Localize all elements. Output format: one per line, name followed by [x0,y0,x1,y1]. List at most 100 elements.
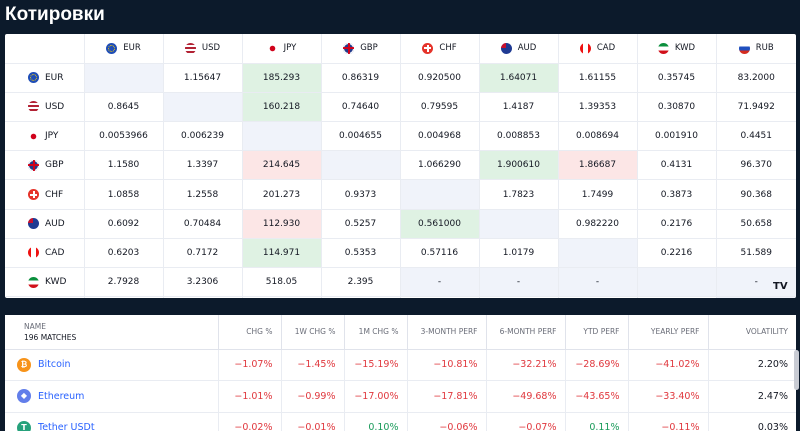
row-header-chf[interactable]: CHF [5,179,85,210]
rate-cell[interactable]: 201.273 [242,179,322,210]
rate-cell[interactable]: 0.8645 [84,92,164,123]
rate-cell[interactable]: 2.395 [321,267,401,298]
rate-cell[interactable] [321,150,401,181]
rate-cell[interactable]: 1.7823 [479,179,559,210]
rate-cell[interactable] [400,179,480,210]
rate-cell[interactable]: 0.011978 [84,296,164,298]
row-header-kwd[interactable]: KWD [5,267,85,298]
rate-cell[interactable]: 160.218 [242,92,322,123]
rate-cell[interactable]: 0.2176 [637,209,717,239]
rate-cell[interactable]: 0.006239 [163,121,243,152]
rate-cell[interactable]: - [558,296,638,298]
rate-cell[interactable]: 0.008694 [558,121,638,152]
rate-cell[interactable]: 90.368 [716,179,796,210]
column-header-ytd-perf[interactable]: YTD PERF [565,315,629,350]
asset-name-link[interactable]: Ethereum [38,390,85,402]
rate-cell[interactable]: 0.70484 [163,209,243,239]
rate-cell[interactable]: 0.0053966 [84,121,164,152]
rate-cell[interactable]: - [400,267,480,298]
rate-cell[interactable]: 0.920500 [400,63,480,93]
row-header-jpy[interactable]: JPY [5,121,85,152]
rate-cell[interactable]: 0.004968 [400,121,480,152]
rate-cell[interactable]: - [637,296,717,298]
rate-cell[interactable]: 1.64071 [479,63,559,93]
rate-cell[interactable]: 1.900610 [479,150,559,181]
rate-cell[interactable]: 0.4451 [716,121,796,152]
rate-cell[interactable]: 0.5257 [321,209,401,239]
column-header-cad[interactable]: CAD [558,34,638,64]
row-header-gbp[interactable]: GBP [5,150,85,181]
rate-cell[interactable]: 1.2558 [163,179,243,210]
rate-cell[interactable]: 0.001910 [637,121,717,152]
rate-cell[interactable]: 0.57116 [400,238,480,269]
rate-cell[interactable] [558,238,638,269]
rate-cell[interactable]: 0.010356 [321,296,401,298]
column-header-1w-chg[interactable]: 1W CHG % [281,315,345,350]
rate-cell[interactable]: 1.0179 [479,238,559,269]
rate-cell[interactable]: 0.86319 [321,63,401,93]
rate-cell[interactable]: - [479,267,559,298]
screener-row[interactable]: ◆ Ethereum −1.01% −0.99% −17.00% −17.81% −49.6… [5,380,796,413]
asset-name-link[interactable]: Tether USDt [38,422,95,431]
rate-cell[interactable]: 3.2306 [163,267,243,298]
column-header-eur[interactable]: EUR [84,34,164,64]
column-header-name[interactable]: NAME 196 MATCHES [5,315,219,350]
asset-name-cell[interactable]: T Tether USDt [5,412,219,431]
rate-cell[interactable]: 0.7172 [163,238,243,269]
rate-cell[interactable]: 1.86687 [558,150,638,181]
rate-cell[interactable]: 214.645 [242,150,322,181]
rate-cell[interactable]: 0.5353 [321,238,401,269]
screener-row[interactable]: T Tether USDt −0.02% −0.01% 0.10% −0.06% −0.07… [5,412,796,431]
row-header-aud[interactable]: AUD [5,209,85,239]
screener-scrollbar[interactable] [794,350,799,390]
rate-cell[interactable]: 0.004655 [321,121,401,152]
rate-cell[interactable]: 1.39353 [558,92,638,123]
rate-cell[interactable]: 96.370 [716,150,796,181]
rate-cell[interactable]: 0.30870 [637,92,717,123]
rate-cell[interactable] [637,267,717,298]
rate-cell[interactable]: - [558,267,638,298]
rate-cell[interactable]: 185.293 [242,63,322,93]
rate-cell[interactable]: 0.35745 [637,63,717,93]
tradingview-logo[interactable]: TV [773,281,788,292]
rate-cell[interactable]: 1.61155 [558,63,638,93]
rate-cell[interactable] [84,63,164,93]
rate-cell[interactable]: 0.2216 [637,238,717,269]
rate-cell[interactable]: 1.4187 [479,92,559,123]
rate-cell[interactable]: 0.6092 [84,209,164,239]
rate-cell[interactable]: 1.066290 [400,150,480,181]
column-header-yearly-perf[interactable]: YEARLY PERF [628,315,709,350]
row-header-usd[interactable]: USD [5,92,85,123]
column-header-rub[interactable]: RUB [716,34,796,64]
rate-cell[interactable]: 0.4131 [637,150,717,181]
rate-cell[interactable]: - [716,267,796,298]
column-header-6-month-perf[interactable]: 6-MONTH PERF [486,315,566,350]
rate-cell[interactable]: 0.79595 [400,92,480,123]
rate-cell[interactable] [163,92,243,123]
rate-cell[interactable]: 1.7499 [558,179,638,210]
column-header-jpy[interactable]: JPY [242,34,322,64]
column-header-chg[interactable]: CHG % [218,315,282,350]
column-header-chf[interactable]: CHF [400,34,480,64]
column-header-aud[interactable]: AUD [479,34,559,64]
rate-cell[interactable]: 2.7928 [84,267,164,298]
rate-cell[interactable]: 0.982220 [558,209,638,239]
rate-cell[interactable]: 0.561000 [400,209,480,239]
rate-cell[interactable]: 0.6203 [84,238,164,269]
rate-cell[interactable]: 0.013859 [163,296,243,298]
row-header-cad[interactable]: CAD [5,238,85,269]
rate-cell[interactable]: 0.01102 [400,296,480,298]
rate-cell[interactable]: 83.2000 [716,63,796,93]
rate-cell[interactable]: 0.3873 [637,179,717,210]
column-header-kwd[interactable]: KWD [637,34,717,64]
asset-name-link[interactable]: Bitcoin [38,359,71,371]
rate-cell[interactable]: 2.2249 [242,296,322,298]
rate-cell[interactable]: 0.019685 [479,296,559,298]
rate-cell[interactable]: 1.15647 [163,63,243,93]
rate-cell[interactable]: 0.9373 [321,179,401,210]
rate-cell[interactable] [242,121,322,152]
rate-cell[interactable]: 1.0858 [84,179,164,210]
row-header-rub[interactable]: RUB [5,296,85,298]
column-header-1m-chg[interactable]: 1M CHG % [344,315,408,350]
asset-name-cell[interactable]: ₿ Bitcoin [5,349,219,381]
